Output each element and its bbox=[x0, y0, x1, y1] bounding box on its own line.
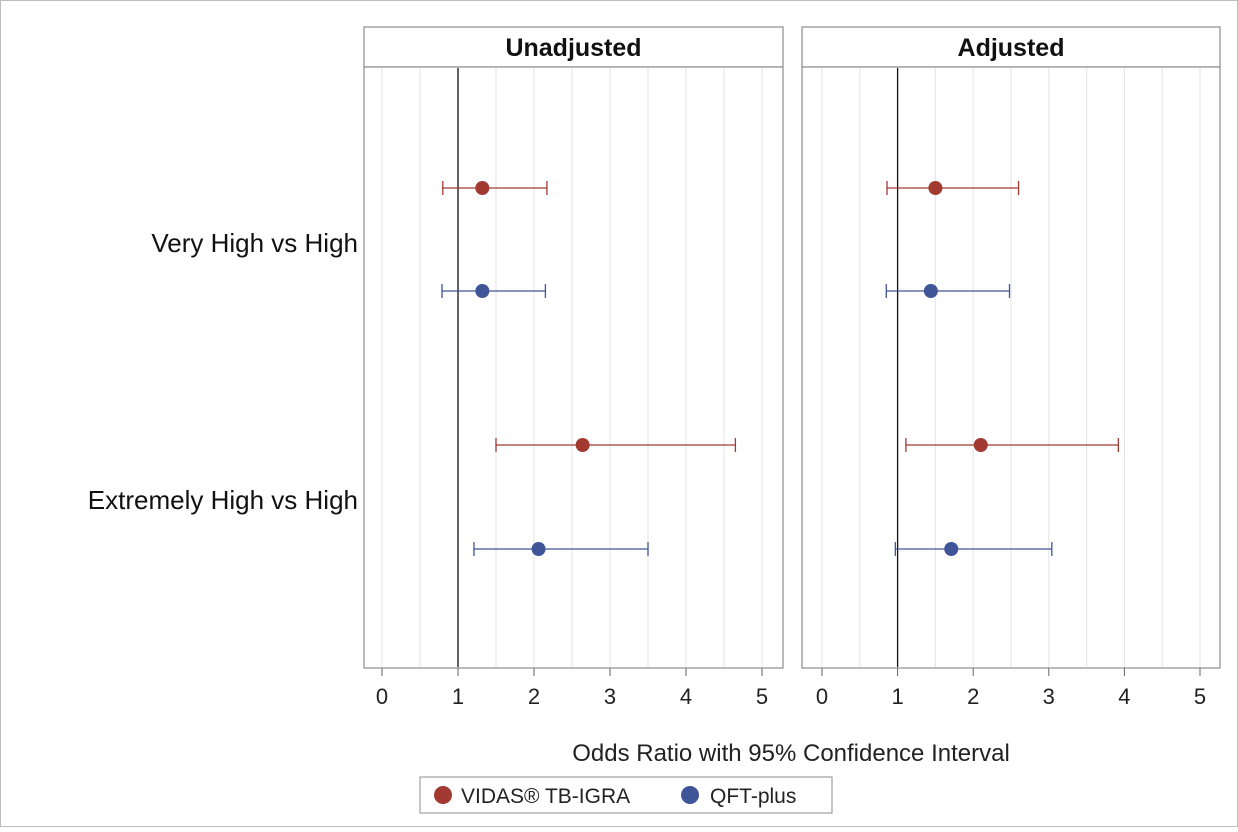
x-tick-label: 3 bbox=[604, 684, 616, 709]
panel-title: Adjusted bbox=[958, 34, 1065, 62]
x-tick-label: 4 bbox=[680, 684, 692, 709]
x-tick-label: 5 bbox=[1194, 684, 1206, 709]
panels: Unadjusted 0 1 2 3 4 5 Adjusted 0 1 2 3 4 5 bbox=[363, 26, 1221, 709]
point-estimate bbox=[575, 438, 590, 452]
panel-header bbox=[801, 26, 1221, 68]
x-axis-label: Odds Ratio with 95% Confidence Interval bbox=[572, 740, 1010, 767]
legend-box bbox=[419, 776, 833, 814]
point-estimate bbox=[973, 438, 988, 452]
panel-header bbox=[363, 26, 784, 68]
point-estimate bbox=[923, 284, 938, 298]
panel-adjusted: Adjusted 0 1 2 3 4 5 bbox=[801, 26, 1221, 709]
legend: VIDAS® TB-IGRA QFT-plus bbox=[419, 776, 833, 814]
point-estimate bbox=[475, 284, 490, 298]
x-tick-label: 2 bbox=[528, 684, 540, 709]
x-tick-label: 0 bbox=[376, 684, 388, 709]
point-estimate bbox=[531, 542, 546, 556]
x-tick-label: 3 bbox=[1043, 684, 1055, 709]
x-tick-label: 5 bbox=[756, 684, 768, 709]
row-labels: Very High vs High Extremely High vs High bbox=[88, 228, 358, 515]
x-tick-label: 1 bbox=[891, 684, 903, 709]
point-estimate bbox=[944, 542, 959, 556]
legend-marker bbox=[681, 786, 699, 804]
row-label: Extremely High vs High bbox=[88, 485, 358, 515]
point-estimate bbox=[928, 181, 943, 195]
panel-unadjusted: Unadjusted 0 1 2 3 4 5 bbox=[363, 26, 784, 709]
legend-label: VIDAS® TB-IGRA bbox=[461, 785, 630, 808]
point-estimate bbox=[475, 181, 490, 195]
legend-label: QFT-plus bbox=[710, 785, 796, 808]
panel-title: Unadjusted bbox=[505, 34, 641, 62]
plot-area bbox=[363, 66, 784, 669]
row-label: Very High vs High bbox=[151, 228, 358, 258]
x-tick-label: 1 bbox=[452, 684, 464, 709]
x-tick-label: 4 bbox=[1118, 684, 1130, 709]
x-tick-label: 2 bbox=[967, 684, 979, 709]
legend-marker bbox=[434, 786, 452, 804]
x-tick-label: 0 bbox=[816, 684, 828, 709]
